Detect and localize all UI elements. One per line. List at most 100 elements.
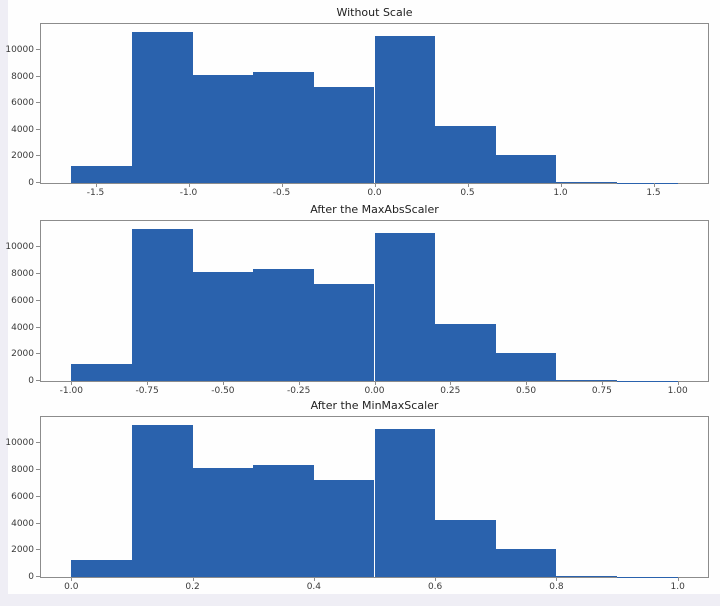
y-axis-tick-mark bbox=[36, 273, 40, 275]
x-axis-tick-mark bbox=[560, 183, 562, 187]
x-axis-tick-mark bbox=[677, 381, 679, 385]
y-axis-tick-label: 0 bbox=[28, 376, 34, 386]
y-axis-tick-mark bbox=[36, 299, 40, 301]
y-axis-tick-mark bbox=[36, 75, 40, 77]
x-axis-tick-mark bbox=[71, 577, 73, 581]
y-axis-tick-mark bbox=[36, 522, 40, 524]
y-axis-tick-label: 6000 bbox=[11, 295, 34, 306]
histogram-bar bbox=[313, 284, 375, 381]
x-axis-tick-label: -1.00 bbox=[59, 386, 83, 396]
x-axis-tick-label: 0.4 bbox=[306, 582, 322, 592]
x-axis-tick-mark bbox=[601, 381, 603, 385]
histogram-bar bbox=[131, 31, 193, 183]
y-axis-tick-label: 6000 bbox=[11, 98, 34, 109]
histogram-bar bbox=[495, 155, 557, 183]
y-axis-tick-mark bbox=[36, 576, 40, 577]
x-axis-tick-label: 0.0 bbox=[64, 582, 79, 592]
x-axis-tick-label: -0.25 bbox=[287, 386, 311, 396]
x-axis-tick-mark bbox=[192, 577, 194, 581]
x-axis-tick-label: -1.0 bbox=[179, 188, 198, 198]
y-axis-tick-label: 4000 bbox=[11, 518, 34, 529]
x-axis-tick-mark bbox=[653, 183, 655, 187]
x-axis-tick-mark bbox=[526, 381, 528, 385]
histogram-bar bbox=[192, 74, 254, 183]
y-axis-tick-mark bbox=[36, 49, 40, 51]
x-axis-tick-mark bbox=[147, 381, 149, 385]
x-axis-tick-label: 0.00 bbox=[364, 386, 385, 396]
y-axis-tick-label: 10000 bbox=[5, 45, 34, 56]
y-axis-tick-mark bbox=[36, 442, 40, 444]
histogram-bar bbox=[435, 519, 496, 577]
x-axis-tick-mark bbox=[222, 381, 224, 385]
histogram-bar bbox=[435, 125, 496, 183]
y-axis-tick-mark bbox=[36, 495, 40, 497]
histogram-bar bbox=[192, 272, 254, 381]
histogram-bar bbox=[374, 429, 436, 577]
histogram-bar bbox=[71, 559, 132, 577]
histogram-plot-maxabsscaler: -1.00 -0.75 -0.50 -0.25 0.00 0.25 0.50 0.75 1.00… bbox=[5, 220, 709, 396]
x-axis-tick-label: 0.2 bbox=[185, 582, 200, 592]
x-axis-tick-mark bbox=[374, 183, 376, 187]
x-axis-tick-label: 0.5 bbox=[460, 188, 475, 198]
histogram-bar bbox=[435, 323, 496, 381]
x-axis-tick-label: 0.25 bbox=[440, 386, 461, 396]
x-axis-tick-mark bbox=[281, 183, 283, 187]
x-axis-tick-mark bbox=[467, 183, 469, 187]
histogram-bar bbox=[253, 465, 314, 577]
y-axis-tick-label: 8000 bbox=[11, 465, 34, 476]
histogram-bar bbox=[71, 165, 132, 183]
x-axis-tick-label: 1.0 bbox=[553, 188, 568, 198]
histogram-bar bbox=[71, 363, 132, 381]
histogram-plot-minmaxscaler: 0.0 0.2 0.4 0.6 0.8 1.0 0 2000 4000 6000 8000 10000 bbox=[5, 416, 709, 592]
y-axis-tick-mark bbox=[36, 353, 40, 355]
x-axis-tick-label: -0.50 bbox=[211, 386, 235, 396]
y-axis-tick-label: 2000 bbox=[11, 349, 34, 360]
y-axis-tick-mark bbox=[36, 469, 40, 471]
y-axis-tick-label: 8000 bbox=[11, 269, 34, 280]
histogram-bar bbox=[313, 480, 375, 577]
x-axis-tick-label: -0.75 bbox=[135, 386, 159, 396]
chart-title-without-scale: Without Scale bbox=[336, 6, 413, 19]
y-axis-tick-mark bbox=[36, 549, 40, 551]
x-axis-tick-mark bbox=[435, 577, 437, 581]
histogram-bar bbox=[131, 228, 193, 381]
histogram-bar bbox=[374, 233, 436, 381]
x-axis-tick-mark bbox=[298, 381, 300, 385]
x-axis-tick-label: 0.6 bbox=[427, 582, 443, 592]
histogram-bar bbox=[556, 181, 618, 183]
y-axis-tick-label: 10000 bbox=[5, 438, 34, 449]
x-axis-tick-label: 1.00 bbox=[667, 386, 688, 396]
y-axis-tick-label: 6000 bbox=[11, 491, 34, 502]
histogram-plot-without-scale: -1.5 -1.0 -0.5 0.0 0.5 1.0 1.5 0 2000 4000 6000 800… bbox=[5, 23, 709, 198]
y-axis-tick-label: 4000 bbox=[11, 322, 34, 333]
y-axis-tick-mark bbox=[36, 182, 40, 183]
x-axis-tick-mark bbox=[677, 577, 679, 581]
histogram-bar bbox=[253, 72, 314, 183]
x-axis-tick-label: 1.5 bbox=[646, 188, 661, 198]
x-axis-tick-label: 0.75 bbox=[591, 386, 612, 396]
y-axis-tick-mark bbox=[36, 246, 40, 248]
x-axis-tick-mark bbox=[71, 381, 73, 385]
x-axis-tick-label: 0.0 bbox=[367, 188, 382, 198]
x-axis-tick-mark bbox=[556, 577, 558, 581]
chart-title-maxabsscaler: After the MaxAbsScaler bbox=[310, 203, 439, 216]
x-axis-tick-label: 1.0 bbox=[670, 582, 685, 592]
y-axis-tick-label: 2000 bbox=[11, 151, 34, 162]
x-axis-tick-label: -1.5 bbox=[86, 188, 105, 198]
y-axis-tick-label: 10000 bbox=[5, 242, 34, 253]
y-axis-tick-label: 2000 bbox=[11, 545, 34, 556]
y-axis-tick-mark bbox=[36, 128, 40, 130]
y-axis-tick-label: 0 bbox=[28, 178, 34, 188]
x-axis-tick-label: 0.50 bbox=[516, 386, 537, 396]
x-axis-tick-label: -0.5 bbox=[272, 188, 291, 198]
histogram-bar bbox=[192, 468, 254, 577]
y-axis-tick-mark bbox=[36, 326, 40, 328]
x-axis-tick-mark bbox=[313, 577, 315, 581]
y-axis-tick-mark bbox=[36, 155, 40, 157]
histogram-bar bbox=[556, 379, 618, 381]
histogram-bar bbox=[374, 36, 436, 183]
x-axis-tick-label: 0.8 bbox=[549, 582, 564, 592]
histogram-bar bbox=[556, 575, 618, 577]
y-axis-tick-label: 4000 bbox=[11, 124, 34, 135]
